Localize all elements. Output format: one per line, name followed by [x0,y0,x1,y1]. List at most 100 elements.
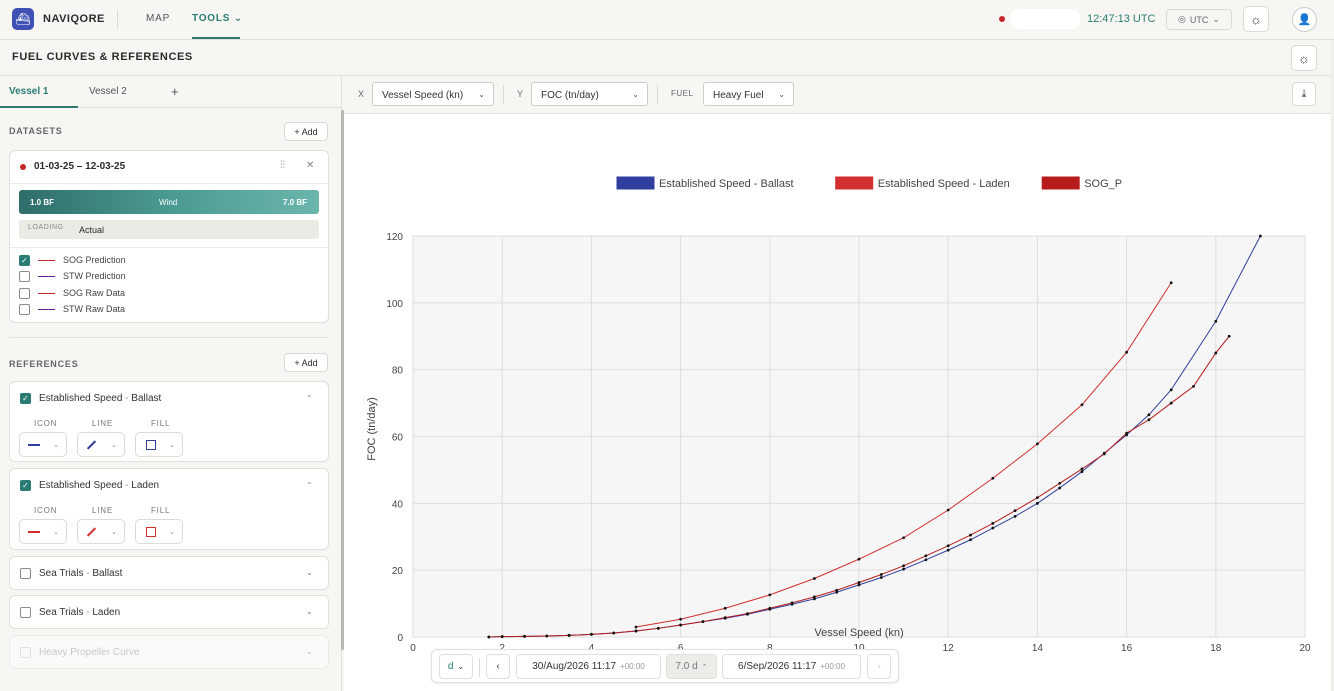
reference-variant: Ballast [92,568,123,579]
loading-label: LOADING [28,224,64,231]
page-settings-button[interactable]: ☼ [1291,45,1317,71]
top-bar: ⛴ NAVIQORE MAP TOOLS ⌄ 12:47:13 UTC ◎ UTC… [0,0,1334,40]
legend-swatch [1041,176,1080,190]
chevron-down-icon: ⌄ [169,529,175,536]
chevron-up-icon[interactable]: ⌃ [306,394,313,403]
x-tick-label: 2 [499,643,505,654]
checkbox-reference[interactable] [20,607,31,618]
x-tick-label: 14 [1032,643,1044,654]
legend-swatch [835,176,874,190]
end-date-field[interactable]: 6/Sep/2026 11:17 +00:00 [722,654,861,679]
checkbox-stw-raw[interactable] [19,304,30,315]
timezone-select[interactable]: ◎ UTC ⌄ [1166,9,1232,30]
legend-label: Established Speed - Laden [878,178,1010,190]
data-point [723,616,727,620]
add-dataset-button[interactable]: + Add [284,122,328,141]
data-point [1013,509,1017,513]
data-point [813,577,816,580]
checkbox-reference[interactable]: ✓ [20,393,31,404]
sliders-icon[interactable]: ⫶⫶ [280,160,285,171]
reference-name[interactable]: Heavy Propeller Curve [39,647,140,658]
data-point [634,625,638,629]
ship-logo-icon[interactable]: ⛴ [12,8,34,30]
x-tick-label: 12 [943,643,955,654]
data-point [924,554,928,558]
end-date: 6/Sep/2026 11:17 [738,661,817,672]
legend-line [38,293,55,294]
add-tab-button[interactable]: + [171,84,179,99]
data-point [1036,442,1039,446]
nav-tools[interactable]: TOOLS ⌄ [192,13,243,24]
loading-select[interactable]: LOADING Actual [19,220,319,239]
fuel-curve-chart: Established Speed - Ballast Established S… [366,176,1311,654]
start-date-field[interactable]: 30/Aug/2026 11:17 +00:00 [516,654,661,679]
checkbox-reference[interactable] [20,647,31,658]
reference-name[interactable]: Established Speed - Laden [39,480,159,491]
fill-col-label: FILL [151,419,171,428]
y-axis-select[interactable]: FOC (tn/day) ⌄ [531,82,648,106]
vessel-tabs: Vessel 1 Vessel 2 + [0,76,342,108]
y-tick-label: 20 [392,566,404,577]
icon-picker[interactable]: ⌄ [19,432,67,457]
unit-select[interactable]: d ⌄ [439,654,473,679]
wind-range-slider[interactable]: 1.0 BF Wind 7.0 BF [19,190,319,214]
fuel-label: FUEL [671,89,694,98]
legend-line [38,276,55,277]
nav-map[interactable]: MAP [146,13,171,24]
checkbox-stw-prediction[interactable] [19,271,30,282]
data-point [946,508,950,512]
chevron-down-icon[interactable]: ⌄ [306,568,313,577]
reference-name[interactable]: Established Speed - Ballast [39,393,161,404]
tab-vessel-2[interactable]: Vessel 2 [89,86,127,97]
previous-button[interactable]: ‹ [486,654,510,679]
data-point [946,548,950,552]
theme-toggle-button[interactable]: ☼ [1243,6,1269,32]
data-point [902,567,905,571]
icon-col-label: ICON [34,506,58,515]
sidebar: Vessel 1 Vessel 2 + DATASETS + Add 01-03… [0,76,342,691]
user-icon[interactable]: 👤 [1292,7,1317,32]
x-axis-label: X [358,89,365,99]
chevron-up-icon[interactable]: ⌃ [306,481,313,490]
chevron-down-icon[interactable]: ⌄ [306,647,313,656]
sidebar-scrollbar[interactable] [341,110,344,650]
add-reference-button[interactable]: + Add [284,353,328,372]
data-point [1080,470,1084,473]
checkbox-reference[interactable]: ✓ [20,480,31,491]
option-stw-prediction: STW Prediction [63,271,126,281]
checkbox-reference[interactable] [20,568,31,579]
page-title: FUEL CURVES & REFERENCES [12,51,193,63]
chevron-down-icon: ⌄ [1212,14,1220,24]
y-tick-label: 80 [392,366,404,377]
data-point [1080,403,1084,407]
checkbox-sog-prediction[interactable]: ✓ [19,255,30,266]
tab-vessel-1[interactable]: Vessel 1 [9,86,49,97]
data-point [879,576,883,579]
x-axis-select[interactable]: Vessel Speed (kn) ⌄ [372,82,494,106]
span-select[interactable]: 7.0 d ⌃ [666,654,717,679]
data-point [1169,401,1173,405]
close-icon[interactable]: ✕ [306,160,315,171]
download-button[interactable]: ⤓ [1292,82,1316,106]
data-point [567,633,571,637]
fill-picker[interactable]: ⌄ [135,519,183,544]
reference-card-ballast: ✓ Established Speed - Ballast ⌃ ICON LIN… [9,381,329,462]
divider [0,75,1334,76]
icon-picker[interactable]: ⌄ [19,519,67,544]
line-picker[interactable]: ⌄ [77,432,125,457]
reference-variant: Laden [92,607,121,618]
checkbox-sog-raw[interactable] [19,288,30,299]
fill-picker[interactable]: ⌄ [135,432,183,457]
data-point [902,564,905,568]
next-button[interactable]: › [867,654,891,679]
option-stw-raw: STW Raw Data [63,304,126,314]
data-point [857,581,861,584]
fuel-value: Heavy Fuel [713,90,764,101]
fuel-select[interactable]: Heavy Fuel ⌄ [703,82,794,106]
chevron-down-icon: ⌄ [53,529,59,536]
chevron-down-icon[interactable]: ⌄ [306,607,313,616]
reference-name[interactable]: Sea Trials - Laden [39,607,120,618]
dataset-color-dot [20,164,26,170]
reference-name[interactable]: Sea Trials - Ballast [39,568,122,579]
line-picker[interactable]: ⌄ [77,519,125,544]
